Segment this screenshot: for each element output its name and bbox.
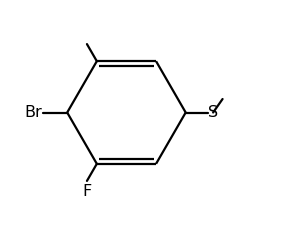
Text: Br: Br [24, 105, 42, 120]
Text: S: S [208, 105, 218, 120]
Text: F: F [82, 184, 92, 199]
